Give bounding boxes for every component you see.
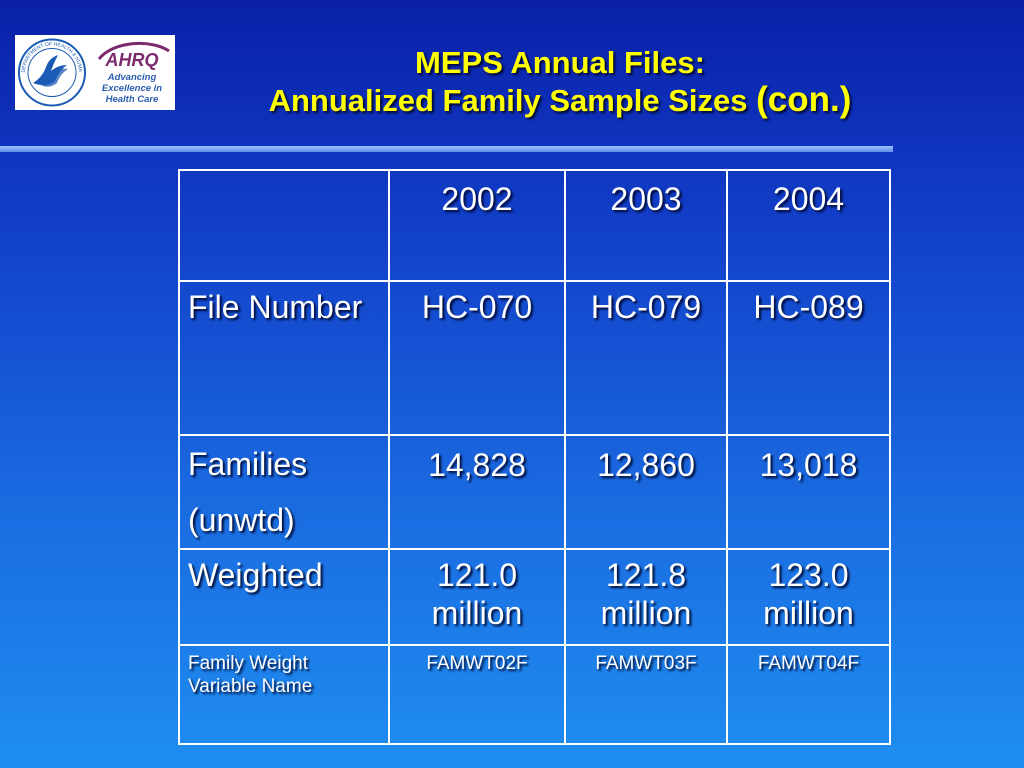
cell-weighted-2002: 121.0 million [388, 548, 566, 646]
table-header-row: 2002 2003 2004 [178, 169, 891, 282]
table-row-families: Families (unwtd) 14,828 12,860 13,018 [178, 434, 891, 550]
cell-families-2002: 14,828 [388, 434, 566, 550]
title-divider [0, 146, 893, 152]
hhs-logo: DEPARTMENT OF HEALTH & HUMAN SERVICES US… [13, 31, 89, 110]
slide-title: MEPS Annual Files: Annualized Family Sam… [160, 44, 960, 119]
row-label-families: Families (unwtd) [178, 434, 390, 550]
header-cell-2003: 2003 [564, 169, 728, 282]
header-cell-2004: 2004 [726, 169, 891, 282]
row-label-weight-variable: Family Weight Variable Name [178, 644, 390, 745]
title-line-2-suffix: (con.) [756, 80, 852, 119]
cell-file-number-2004: HC-089 [726, 280, 891, 436]
cell-families-2003: 12,860 [564, 434, 728, 550]
ahrq-tagline-3: Health Care [106, 94, 160, 105]
row-label-families-line-1: Families [188, 446, 308, 482]
table-row-weight-variable: Family Weight Variable Name FAMWT02F FAM… [178, 644, 891, 745]
row-label-families-line-2: (unwtd) [188, 502, 295, 538]
title-line-2: Annualized Family Sample Sizes (con.) [160, 81, 960, 119]
header-cell-empty [178, 169, 390, 282]
row-label-file-number: File Number [178, 280, 390, 436]
cell-weight-variable-2004: FAMWT04F [726, 644, 891, 745]
cell-weight-variable-2002: FAMWT02F [388, 644, 566, 745]
ahrq-logo: AHRQ Advancing Excellence in Health Care [89, 35, 175, 110]
ahrq-tagline-2: Excellence in [102, 83, 162, 94]
cell-families-2004: 13,018 [726, 434, 891, 550]
cell-weight-variable-2003: FAMWT03F [564, 644, 728, 745]
row-label-weighted: Weighted [178, 548, 390, 646]
cell-file-number-2002: HC-070 [388, 280, 566, 436]
cell-weighted-2004: 123.0 million [726, 548, 891, 646]
cell-file-number-2003: HC-079 [564, 280, 728, 436]
title-line-1: MEPS Annual Files: [415, 45, 705, 80]
header-cell-2002: 2002 [388, 169, 566, 282]
cell-weighted-2003: 121.8 million [564, 548, 728, 646]
ahrq-tagline-1: Advancing [107, 72, 157, 83]
title-line-2-main: Annualized Family Sample Sizes [268, 83, 757, 118]
ahrq-wordmark: AHRQ [105, 50, 159, 70]
sample-size-table: 2002 2003 2004 File Number HC-070 HC-079… [178, 169, 891, 745]
table-row-file-number: File Number HC-070 HC-079 HC-089 [178, 280, 891, 436]
table-row-weighted: Weighted 121.0 million 121.8 million 123… [178, 548, 891, 646]
